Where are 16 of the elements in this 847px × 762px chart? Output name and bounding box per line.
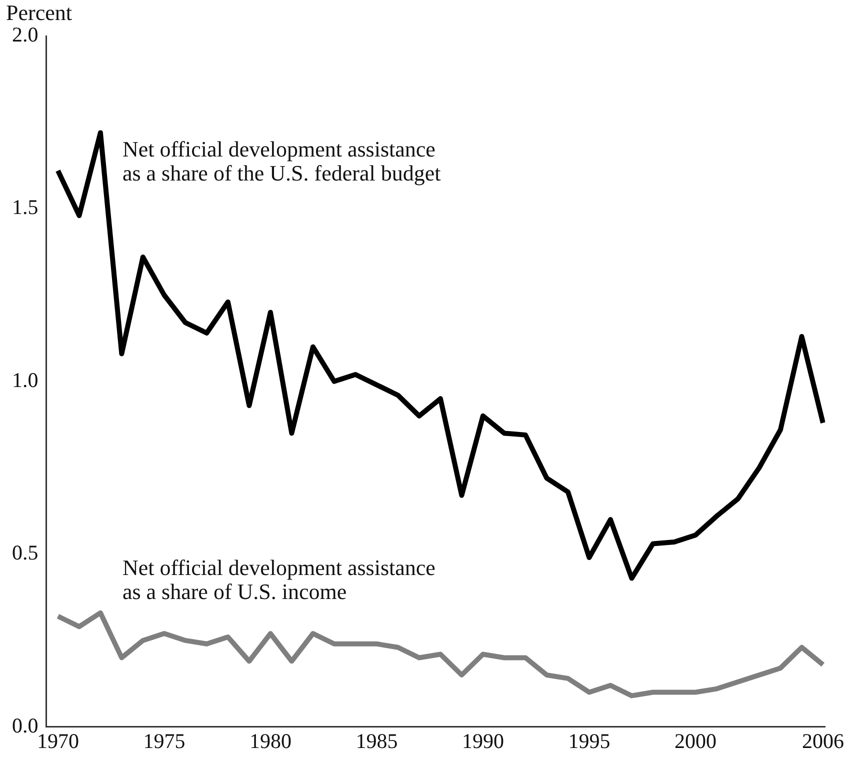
y-tick-label: 0.5 [12,540,38,565]
y-tick-label: 0.0 [12,713,38,738]
series-label: Net official development assistance as a share of U.S. income [122,554,436,604]
x-tick-label: 1985 [356,728,398,753]
x-tick-label: 1970 [36,728,79,753]
y-axis-title: Percent [6,0,72,25]
series-label: Net official development assistance as a share of the U.S. federal budget [122,136,441,186]
x-tick-label: 2000 [674,728,716,753]
y-tick-label: 1.5 [12,195,38,220]
x-tick-label: 1995 [568,728,610,753]
x-tick-label: 2006 [802,728,844,753]
x-tick-label: 1975 [143,728,186,753]
y-tick-label: 1.0 [12,368,38,392]
x-tick-label: 1990 [462,728,504,753]
y-tick-label: 2.0 [12,22,38,47]
x-tick-label: 1980 [249,728,292,753]
